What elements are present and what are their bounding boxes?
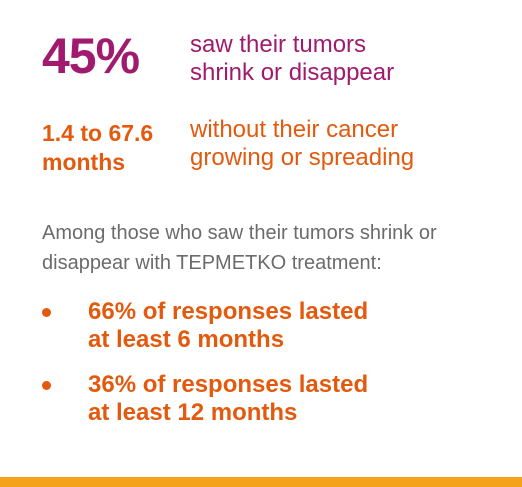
stat-description-line: shrink or disappear	[190, 59, 395, 86]
intro-text: Among those who saw their tumors shrink …	[42, 218, 437, 278]
bullet-text: 36% of responses lasted at least 12 mont…	[88, 371, 368, 427]
bullet-item: 36% of responses lasted at least 12 mont…	[42, 371, 368, 427]
stat-description: without their cancer growing or spreadin…	[190, 116, 414, 172]
bullet-line: at least 12 months	[88, 399, 298, 426]
stat-value: 1.4 to 67.6 months	[42, 119, 153, 177]
bullet-text: 66% of responses lasted at least 6 month…	[88, 298, 368, 354]
bullet-line: 36% of responses lasted	[88, 371, 369, 398]
stat-description-line: without their cancer	[190, 116, 399, 143]
stat-value: 45%	[42, 28, 140, 84]
stat-value-line: 45%	[42, 28, 140, 84]
bullet-dot	[42, 308, 51, 317]
bullet-line: at least 6 months	[88, 326, 285, 353]
stat-description: saw their tumors shrink or disappear	[190, 31, 394, 87]
stat-value-line: months	[42, 149, 126, 175]
stat-description-line: growing or spreading	[190, 144, 415, 171]
intro-line: Among those who saw their tumors shrink …	[42, 222, 437, 244]
intro-line: disappear with TEPMETKO treatment:	[42, 252, 382, 274]
stat-value-line: 1.4 to 67.6	[42, 120, 154, 146]
stat-description-line: saw their tumors	[190, 31, 367, 58]
bullet-dot	[42, 381, 51, 390]
bottom-bar	[0, 477, 522, 487]
bullet-line: 66% of responses lasted	[88, 298, 369, 325]
bullet-item: 66% of responses lasted at least 6 month…	[42, 298, 368, 354]
